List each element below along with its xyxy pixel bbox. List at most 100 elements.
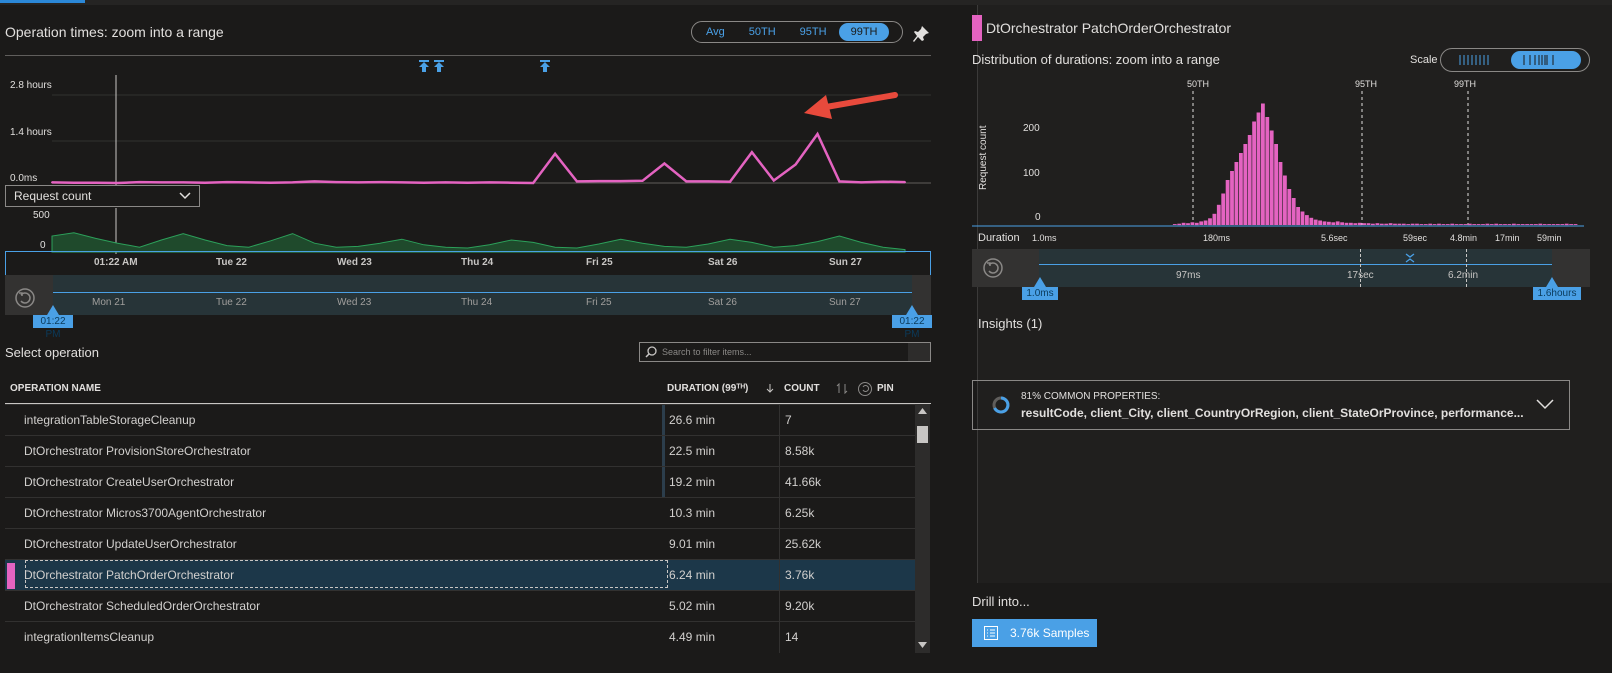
histogram-bar [1406,224,1411,225]
histogram-bar [1384,223,1389,226]
range-handle-icon[interactable] [47,305,59,315]
percentile-selector[interactable]: Avg 50TH 95TH 99TH [691,21,903,43]
samples-button[interactable]: 3.76k Samples [972,619,1097,647]
sort-down-icon[interactable] [765,383,775,394]
histogram-bar [1485,223,1490,226]
collapse-arrows-icon[interactable] [1404,252,1416,264]
search-input[interactable]: Search to filter items... [639,342,931,362]
metric-dropdown[interactable]: Request count [5,185,200,207]
metric-dropdown-value: Request count [14,189,92,203]
duration-range-tick: 17sec [1347,270,1374,281]
table-row[interactable]: DtOrchestrator ProvisionStoreOrchestrato… [5,435,915,467]
duration-cell: 22.5 min [669,444,716,458]
percentile-95th[interactable]: 95TH [799,26,827,38]
reset-zoom-icon[interactable] [14,287,36,309]
table-scrollbar[interactable] [915,404,930,653]
range-selector[interactable] [5,275,931,315]
percentile-guide [1360,249,1361,287]
percentile-50th[interactable]: 50TH [748,26,776,38]
deployment-markers[interactable] [418,59,558,73]
info-circle-icon[interactable] [857,381,873,397]
request-count-chart[interactable]: 500 0 [0,208,940,254]
duration-range-end-label[interactable]: 1.6hours [1533,287,1581,300]
range-handle-icon[interactable] [1034,277,1046,287]
table-row[interactable]: DtOrchestrator UpdateUserOrchestrator 9.… [5,528,915,560]
operation-table: integrationTableStorageCleanup 26.6 min … [5,404,915,653]
histogram-bar [1177,223,1182,226]
range-x-tick: Sat 26 [708,297,737,308]
percentile-marker-label: 99TH [1454,79,1476,89]
operation-name-cell: DtOrchestrator Micros3700AgentOrchestrat… [24,506,267,520]
range-start-label[interactable]: 01:22 PM [33,315,73,340]
duration-point [313,180,316,183]
histogram-bar [1309,217,1314,225]
scale-toggle[interactable] [1440,48,1590,72]
table-row[interactable]: integrationItemsCleanup 4.49 min 14 [5,621,915,653]
duration-point [729,180,731,183]
range-handle-icon[interactable] [1546,277,1558,287]
percentile-marker-label: 95TH [1355,79,1377,89]
duration-distribution-chart[interactable]: 50TH 95TH 99TH Request count 200 100 0 D… [972,75,1584,250]
histogram-bar [1313,219,1318,225]
scrollbar-thumb[interactable] [917,426,928,443]
duration-range-selector[interactable] [972,249,1584,287]
duration-point [444,181,447,184]
histogram-bar [1423,224,1428,225]
histogram-bar [1322,221,1327,225]
histogram-bar [1340,222,1344,225]
operation-name-cell: DtOrchestrator PatchOrderOrchestrator [24,568,235,582]
pin-icon[interactable] [912,25,932,45]
list-icon [984,626,998,640]
histogram-bar [1410,223,1415,226]
column-divider [779,436,780,467]
duration-range-start-label[interactable]: 1.0ms [1022,287,1058,300]
chevron-down-icon[interactable] [1536,399,1554,410]
reset-zoom-icon[interactable] [982,257,1004,279]
histogram-bar [1239,153,1243,225]
table-row-selected[interactable]: DtOrchestrator PatchOrderOrchestrator 6.… [5,559,915,591]
sort-both-icon[interactable] [836,383,848,394]
percentile-99th[interactable]: 99TH [838,23,890,41]
duration-point [291,181,294,184]
x-tick-label: 1.0ms [1032,233,1057,243]
table-row[interactable]: DtOrchestrator Micros3700AgentOrchestrat… [5,497,915,529]
duration-point [882,180,885,183]
histogram-bar [1437,223,1441,226]
histogram-bar [1305,215,1309,225]
range-end-label[interactable]: 01:22 PM [892,315,932,340]
operation-times-chart[interactable]: 2.8 hours 1.4 hours 0.0ms [0,73,940,193]
header-operation-name[interactable]: OPERATION NAME [10,383,101,394]
operation-color-swatch [972,15,982,41]
deployment-arrow-icon [419,60,429,72]
log-scale-option[interactable] [1511,51,1581,69]
insight-card[interactable]: 81% COMMON PROPERTIES: resultCode, clien… [972,380,1570,430]
histogram-bar [1507,224,1512,225]
duration-range-right-area [1552,249,1590,287]
histogram-bar [1203,220,1208,225]
table-row[interactable]: DtOrchestrator ScheduledOrderOrchestrato… [5,590,915,622]
header-count[interactable]: COUNT [784,383,820,394]
histogram-bar [1269,130,1274,225]
percentile-avg[interactable]: Avg [706,26,725,38]
x-tick-label: Thu 24 [461,257,494,268]
table-row[interactable]: DtOrchestrator CreateUserOrchestrator 19… [5,466,915,498]
log-scale-icon[interactable] [1523,55,1563,65]
duration-point [685,180,688,183]
histogram-bar [1494,223,1499,226]
duration-range-tick: 97ms [1176,270,1201,281]
histogram-bar [1234,162,1239,225]
range-handle-icon[interactable] [906,305,918,315]
scroll-up-icon[interactable] [918,408,927,414]
scroll-down-icon[interactable] [918,642,927,648]
duration-cell: 5.02 min [669,599,716,613]
y-tick-label: 500 [33,210,50,221]
table-row[interactable]: integrationTableStorageCleanup 26.6 min … [5,404,915,436]
operation-name-cell: DtOrchestrator ScheduledOrderOrchestrato… [24,599,261,613]
header-pin[interactable]: PIN [877,383,894,394]
histogram-bar [1366,223,1371,225]
histogram-bar [1181,222,1186,226]
request-count-area [51,232,906,253]
header-duration[interactable]: DURATION (99ᵀᴴ) [667,383,749,394]
linear-scale-icon[interactable] [1459,55,1493,65]
chevron-down-icon [179,192,191,200]
